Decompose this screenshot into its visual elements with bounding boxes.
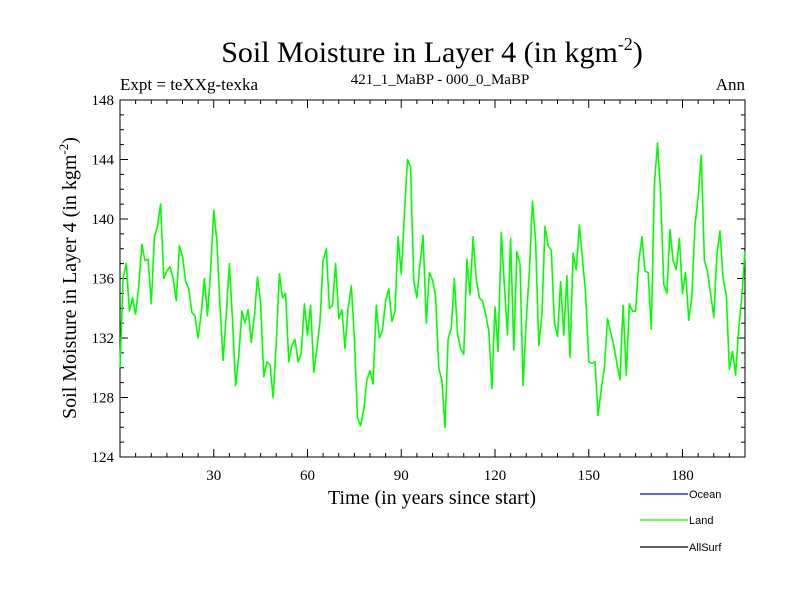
chart-title-main: Soil Moisture in Layer 4 (in kgm [221, 36, 618, 69]
y-axis-ticks: 124 128 132 136 140 144 148 [92, 93, 745, 466]
legend-label-allsurf: AllSurf [689, 542, 722, 554]
chart-title-sup: -2 [618, 34, 633, 54]
x-tick-label: 120 [484, 468, 507, 484]
legend: Ocean Land AllSurf [640, 489, 722, 554]
expt-label: Expt = teXXg-texka [120, 75, 258, 94]
y-axis-label: Soil Moisture in Layer 4 (in kgm-2) [56, 137, 81, 419]
chart-title-close: ) [633, 36, 643, 69]
y-tick-label: 144 [92, 153, 115, 169]
series-line-land [119, 142, 746, 429]
y-tick-label: 124 [92, 450, 115, 466]
legend-label-ocean: Ocean [689, 489, 721, 501]
y-tick-label: 140 [92, 212, 115, 228]
season-label: Ann [716, 75, 746, 94]
x-tick-label: 60 [300, 468, 315, 484]
y-axis-label-sup: -2 [56, 144, 71, 155]
y-tick-label: 148 [92, 93, 115, 109]
x-tick-label: 90 [394, 468, 409, 484]
y-tick-label: 136 [92, 272, 115, 288]
x-tick-label: 150 [578, 468, 601, 484]
y-tick-label: 132 [92, 331, 115, 347]
x-axis-ticks: 30 60 90 120 150 180 [135, 100, 730, 484]
series-group [119, 142, 746, 429]
x-axis-label: Time (in years since start) [328, 487, 536, 509]
period-label: 421_1_MaBP - 000_0_MaBP [351, 72, 530, 88]
y-axis-label-close: ) [59, 137, 81, 144]
y-axis-label-main: Soil Moisture in Layer 4 (in kgm [59, 154, 81, 419]
chart-title: Soil Moisture in Layer 4 (in kgm-2) [221, 34, 643, 69]
y-tick-label: 128 [92, 391, 115, 407]
legend-label-land: Land [689, 515, 713, 527]
x-tick-label: 30 [206, 468, 221, 484]
x-tick-label: 180 [671, 468, 694, 484]
